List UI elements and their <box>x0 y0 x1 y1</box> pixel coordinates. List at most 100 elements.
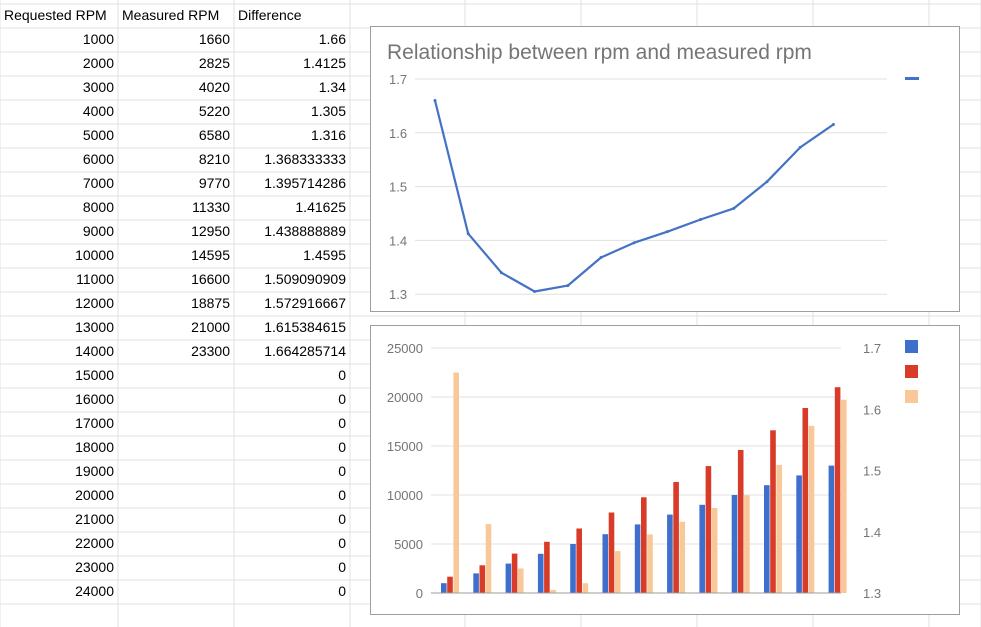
data-cell[interactable]: 20000 <box>75 487 114 503</box>
data-cell[interactable]: 23000 <box>75 559 114 575</box>
data-cell[interactable]: 1660 <box>198 31 230 47</box>
data-cell[interactable]: 22000 <box>75 535 114 551</box>
data-cell[interactable] <box>118 508 234 532</box>
line-chart-svg: Relationship between rpm and measured rp… <box>387 41 919 302</box>
bar <box>479 565 486 593</box>
data-cell[interactable] <box>118 556 234 580</box>
data-cell[interactable]: 2000 <box>82 55 114 71</box>
data-cell[interactable]: 24000 <box>75 583 114 599</box>
data-point <box>831 123 835 127</box>
data-cell[interactable] <box>118 364 234 388</box>
data-cell[interactable]: 0 <box>338 463 346 479</box>
data-cell[interactable]: 4020 <box>198 79 230 95</box>
data-cell[interactable]: 0 <box>338 583 346 599</box>
y-tick-label: 15000 <box>387 439 423 454</box>
data-cell[interactable] <box>118 388 234 412</box>
data-cell[interactable]: 8000 <box>82 199 114 215</box>
data-cell[interactable]: 1.615384615 <box>264 319 346 335</box>
data-cell[interactable]: 9770 <box>198 175 230 191</box>
data-cell[interactable]: 11330 <box>192 199 230 215</box>
data-cell[interactable]: 1.305 <box>310 103 346 119</box>
data-cell[interactable]: 1.572916667 <box>264 295 346 311</box>
data-point <box>665 230 669 234</box>
bar-chart[interactable]: 25000 20000 15000 10000 5000 0 1.7 1.6 1.5 1.4 1.3 <box>370 325 960 615</box>
data-cell[interactable]: 1.368333333 <box>264 151 346 167</box>
data-cell[interactable]: 1.664285714 <box>264 343 346 359</box>
bar <box>647 534 653 593</box>
data-cell[interactable] <box>118 484 234 508</box>
data-cell[interactable]: 16000 <box>75 391 114 407</box>
data-cell[interactable]: 13000 <box>75 319 114 335</box>
data-cell[interactable]: 0 <box>338 535 346 551</box>
data-cell[interactable]: 0 <box>338 391 346 407</box>
data-cell[interactable]: 1.66 <box>318 31 346 47</box>
data-cell[interactable]: 7000 <box>82 175 114 191</box>
data-cell[interactable]: 12000 <box>75 295 114 311</box>
data-cell[interactable] <box>118 580 234 604</box>
data-cell[interactable]: 16600 <box>191 271 230 287</box>
data-cell[interactable]: 2825 <box>198 55 230 71</box>
data-cell[interactable] <box>118 460 234 484</box>
data-cell[interactable]: 15000 <box>75 367 114 383</box>
data-cell[interactable]: 6000 <box>82 151 114 167</box>
data-cell[interactable]: 0 <box>338 511 346 527</box>
bar <box>641 497 647 593</box>
data-cell[interactable]: 1.34 <box>318 79 346 95</box>
legend-swatch <box>905 340 918 353</box>
y-tick-label: 10000 <box>387 488 423 503</box>
data-cell[interactable]: 9000 <box>82 223 114 239</box>
y-tick-label: 25000 <box>387 341 423 356</box>
data-point <box>699 218 703 222</box>
data-cell[interactable]: 5220 <box>198 103 230 119</box>
bar <box>808 425 815 593</box>
bar <box>796 475 802 593</box>
data-cell[interactable]: 23300 <box>191 343 230 359</box>
line-chart[interactable]: Relationship between rpm and measured rp… <box>370 26 960 312</box>
data-cell[interactable]: 1.4125 <box>303 55 346 71</box>
data-cell[interactable]: 19000 <box>75 463 114 479</box>
data-cell[interactable]: 1.4595 <box>303 247 346 263</box>
data-cell[interactable]: 1.395714286 <box>264 175 346 191</box>
data-cell[interactable]: 1.509090909 <box>264 271 346 287</box>
data-cell[interactable]: 21000 <box>75 511 114 527</box>
y-tick-label: 20000 <box>387 390 423 405</box>
data-point <box>798 145 802 149</box>
data-cell[interactable]: 1000 <box>82 31 114 47</box>
data-cell[interactable]: 3000 <box>82 79 114 95</box>
bar <box>737 450 744 593</box>
data-cell[interactable]: 4000 <box>82 103 114 119</box>
data-point <box>632 241 636 245</box>
column-header-cell[interactable]: Difference <box>238 7 302 23</box>
data-cell[interactable]: 18000 <box>75 439 114 455</box>
data-cell[interactable]: 6580 <box>198 127 230 143</box>
data-cell[interactable]: 14595 <box>191 247 230 263</box>
legend-swatch <box>905 390 918 403</box>
data-cell[interactable]: 17000 <box>75 415 114 431</box>
data-point <box>433 99 437 103</box>
data-cell[interactable]: 10000 <box>75 247 114 263</box>
data-cell[interactable] <box>118 412 234 436</box>
data-cell[interactable]: 18875 <box>191 295 230 311</box>
data-cell[interactable] <box>118 532 234 556</box>
data-cell[interactable]: 1.316 <box>310 127 346 143</box>
data-cell[interactable]: 14000 <box>75 343 114 359</box>
data-cell[interactable]: 0 <box>338 439 346 455</box>
data-cell[interactable]: 21000 <box>191 319 230 335</box>
data-cell[interactable]: 8210 <box>198 151 230 167</box>
data-cell[interactable]: 0 <box>338 559 346 575</box>
data-cell[interactable]: 11000 <box>76 271 114 287</box>
data-cell[interactable]: 0 <box>338 367 346 383</box>
column-header-cell[interactable]: Measured RPM <box>122 7 220 23</box>
data-cell[interactable]: 0 <box>338 415 346 431</box>
column-header-cell[interactable]: Requested RPM <box>4 7 107 23</box>
data-cell[interactable] <box>118 436 234 460</box>
bar <box>673 482 679 593</box>
data-cell[interactable]: 0 <box>338 487 346 503</box>
data-cell[interactable]: 5000 <box>82 127 114 143</box>
bar <box>667 514 673 593</box>
data-cell[interactable]: 1.41625 <box>295 199 346 215</box>
data-cell[interactable]: 1.438888889 <box>264 223 346 239</box>
bar <box>634 524 641 593</box>
data-cell[interactable]: 12950 <box>191 223 230 239</box>
bar <box>841 399 847 593</box>
